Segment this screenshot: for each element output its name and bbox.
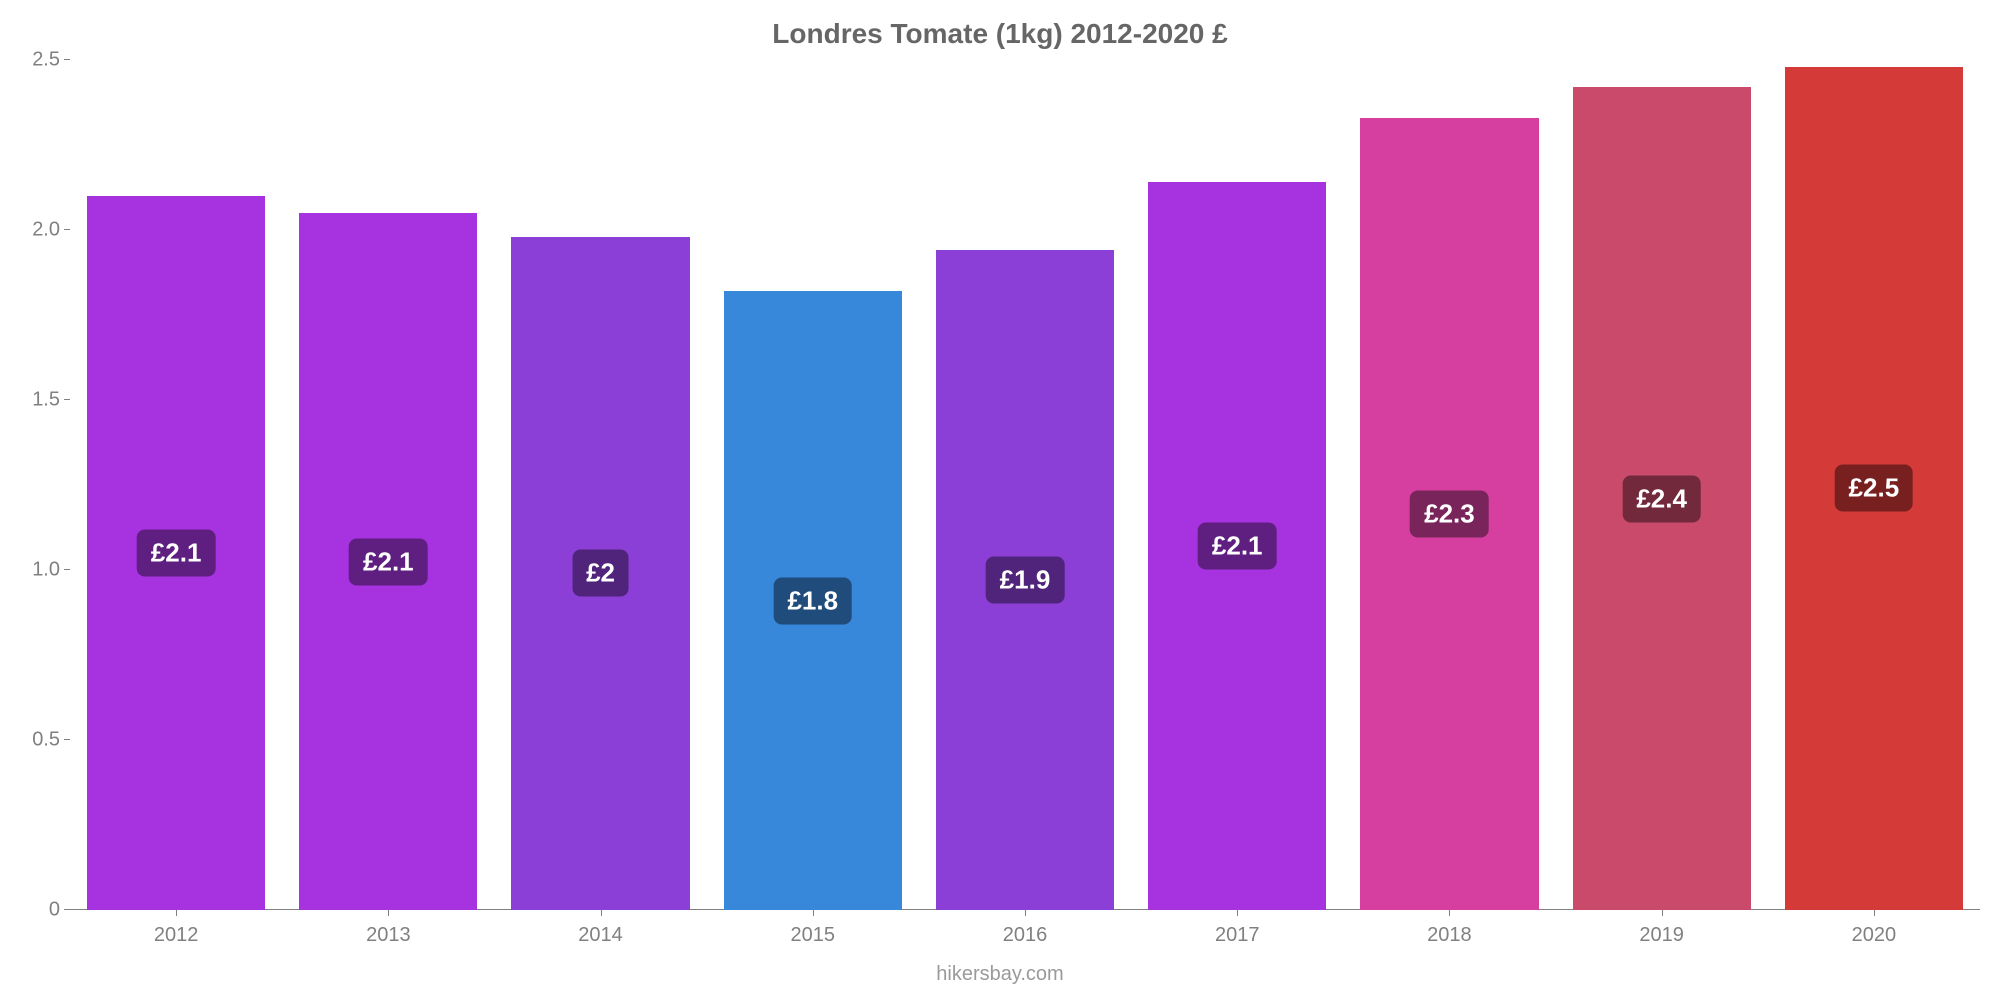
- x-tick-label: 2014: [578, 924, 623, 947]
- x-tick-mark: [1025, 910, 1026, 916]
- x-tick-mark: [813, 910, 814, 916]
- x-tick-label: 2020: [1852, 924, 1897, 947]
- bar-value-label: £2: [572, 550, 629, 597]
- x-tick-label: 2012: [154, 924, 199, 947]
- bar-slot: £22014: [494, 60, 706, 910]
- x-tick-mark: [176, 910, 177, 916]
- x-tick-label: 2019: [1639, 924, 1684, 947]
- bar-value-label: £2.1: [137, 530, 216, 577]
- x-tick-label: 2015: [791, 924, 836, 947]
- y-tick-label: 0.5: [32, 729, 60, 752]
- bar: £2.1: [299, 213, 477, 910]
- x-tick-mark: [388, 910, 389, 916]
- bar-value-label: £2.1: [349, 538, 428, 585]
- x-tick-mark: [1449, 910, 1450, 916]
- y-tick-label: 0: [49, 899, 60, 922]
- bar-slot: £2.12017: [1131, 60, 1343, 910]
- bar-value-label: £1.8: [773, 577, 852, 624]
- bar-slot: £2.42019: [1556, 60, 1768, 910]
- bar: £2.4: [1573, 87, 1751, 910]
- chart-title: Londres Tomate (1kg) 2012-2020 £: [0, 18, 2000, 50]
- bar-slot: £1.92016: [919, 60, 1131, 910]
- bar-value-label: £2.3: [1410, 490, 1489, 537]
- x-tick-label: 2018: [1427, 924, 1472, 947]
- bar: £2: [511, 237, 689, 910]
- bar-slot: £2.52020: [1768, 60, 1980, 910]
- bar: £2.1: [1148, 182, 1326, 910]
- plot-area: 00.51.01.52.02.5 £2.12012£2.12013£22014£…: [70, 60, 1980, 910]
- y-tick-label: 2.5: [32, 49, 60, 72]
- bars-container: £2.12012£2.12013£22014£1.82015£1.92016£2…: [70, 60, 1980, 910]
- bar-slot: £2.32018: [1343, 60, 1555, 910]
- y-tick-label: 1.5: [32, 389, 60, 412]
- bar-slot: £1.82015: [707, 60, 919, 910]
- bar-slot: £2.12012: [70, 60, 282, 910]
- bar-value-label: £2.4: [1622, 475, 1701, 522]
- x-tick-mark: [1662, 910, 1663, 916]
- x-tick-mark: [601, 910, 602, 916]
- x-tick-label: 2013: [366, 924, 411, 947]
- bar: £1.9: [936, 250, 1114, 910]
- x-tick-label: 2016: [1003, 924, 1048, 947]
- bar-value-label: £2.5: [1835, 465, 1914, 512]
- bar: £2.1: [87, 196, 265, 910]
- x-tick-mark: [1237, 910, 1238, 916]
- bar-value-label: £1.9: [986, 557, 1065, 604]
- attribution: hikersbay.com: [0, 963, 2000, 986]
- x-tick-label: 2017: [1215, 924, 1260, 947]
- y-tick-label: 1.0: [32, 559, 60, 582]
- bar: £2.5: [1785, 67, 1963, 910]
- bar-value-label: £2.1: [1198, 523, 1277, 570]
- y-tick-label: 2.0: [32, 219, 60, 242]
- bar-slot: £2.12013: [282, 60, 494, 910]
- bar: £2.3: [1360, 118, 1538, 910]
- x-tick-mark: [1874, 910, 1875, 916]
- bar: £1.8: [724, 291, 902, 910]
